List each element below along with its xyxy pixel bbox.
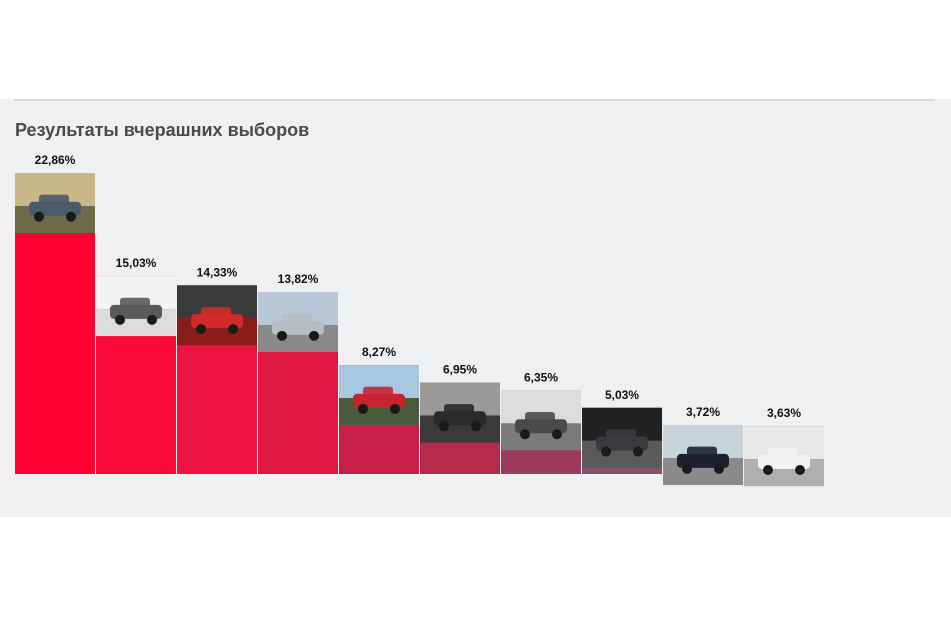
bar-value-label-8: 5,03% (605, 388, 639, 402)
bar-value-label-6: 6,95% (443, 362, 477, 376)
bar-value-label-2: 15,03% (116, 256, 157, 270)
red-interior-photo[interactable] (177, 285, 257, 346)
grey-coupe-side-photo[interactable] (96, 276, 176, 337)
bar-value-label-10: 3,63% (767, 406, 801, 420)
dark-car-garage-photo[interactable] (582, 407, 662, 468)
wagon-autumn-road-photo[interactable] (15, 173, 95, 233)
dark-sedan-parking-photo[interactable] (663, 425, 743, 486)
bar-value-label-1: 22,86% (35, 153, 76, 167)
results-panel: Результаты вчерашних выборов 22,86% 15,03… (0, 99, 951, 517)
red-hatchback-forest-photo[interactable] (339, 365, 419, 426)
bar-value-label-9: 3,72% (686, 405, 720, 419)
bar-value-label-3: 14,33% (197, 265, 238, 279)
bar-value-label-4: 13,82% (278, 272, 319, 286)
bw-person-on-car-photo[interactable] (420, 382, 500, 443)
silver-sedan-front-photo[interactable] (258, 292, 338, 353)
white-hatchback-stripes-photo[interactable] (744, 426, 824, 487)
chart-title: Результаты вчерашних выборов (15, 120, 310, 140)
bar-chart: 22,86% 15,03% 14,33% 13,82% 8,27% 6,95% 6,35% 5… (15, 153, 824, 487)
divider (14, 99, 935, 101)
bw-sedan-photo[interactable] (501, 390, 581, 451)
bar-value-label-5: 8,27% (362, 345, 396, 359)
bar-value-label-7: 6,35% (524, 370, 558, 384)
